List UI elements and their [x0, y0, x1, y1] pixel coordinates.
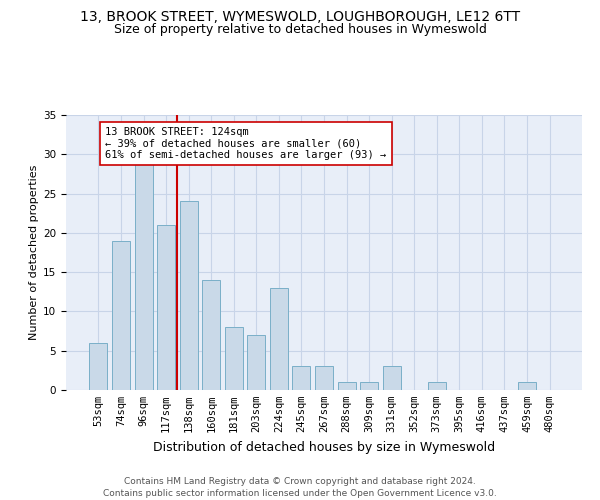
- Bar: [383, 366, 401, 390]
- Bar: [315, 366, 333, 390]
- Bar: [89, 343, 107, 390]
- Bar: [225, 327, 243, 390]
- Bar: [428, 382, 446, 390]
- Bar: [292, 366, 310, 390]
- Bar: [157, 225, 175, 390]
- Y-axis label: Number of detached properties: Number of detached properties: [29, 165, 39, 340]
- Bar: [270, 288, 288, 390]
- Text: 13, BROOK STREET, WYMESWOLD, LOUGHBOROUGH, LE12 6TT: 13, BROOK STREET, WYMESWOLD, LOUGHBOROUG…: [80, 10, 520, 24]
- Bar: [134, 162, 152, 390]
- Bar: [179, 202, 198, 390]
- Text: Contains public sector information licensed under the Open Government Licence v3: Contains public sector information licen…: [103, 489, 497, 498]
- Text: 13 BROOK STREET: 124sqm
← 39% of detached houses are smaller (60)
61% of semi-de: 13 BROOK STREET: 124sqm ← 39% of detache…: [105, 127, 386, 160]
- X-axis label: Distribution of detached houses by size in Wymeswold: Distribution of detached houses by size …: [153, 440, 495, 454]
- Bar: [202, 280, 220, 390]
- Bar: [338, 382, 356, 390]
- Text: Contains HM Land Registry data © Crown copyright and database right 2024.: Contains HM Land Registry data © Crown c…: [124, 478, 476, 486]
- Text: Size of property relative to detached houses in Wymeswold: Size of property relative to detached ho…: [113, 22, 487, 36]
- Bar: [360, 382, 378, 390]
- Bar: [518, 382, 536, 390]
- Bar: [247, 335, 265, 390]
- Bar: [112, 240, 130, 390]
